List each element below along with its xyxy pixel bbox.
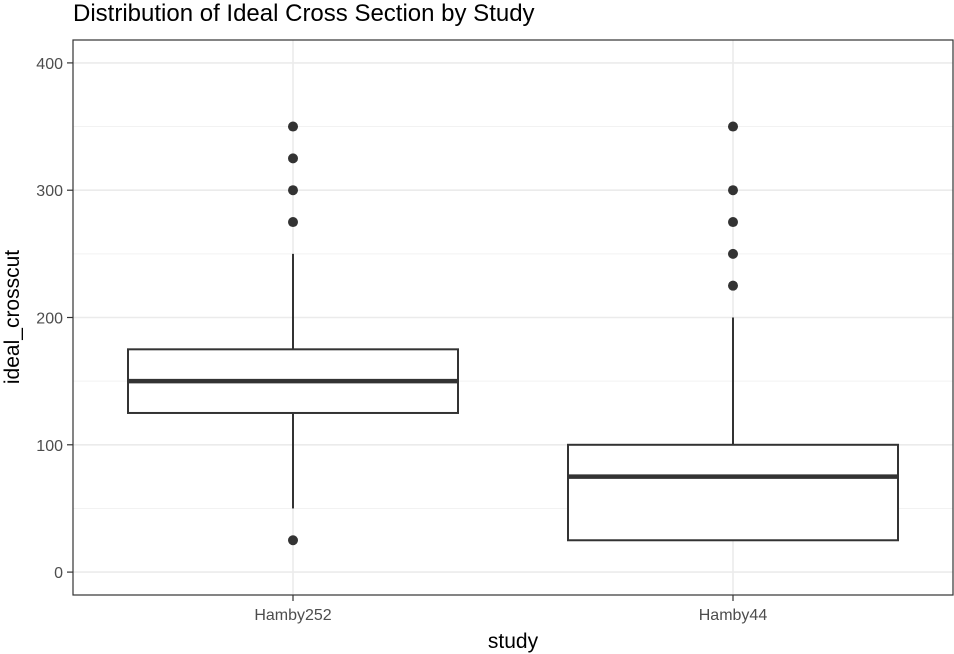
box-hamby252 [127, 121, 459, 546]
x-axis-title: study [488, 630, 539, 653]
outlier-point [288, 217, 298, 228]
outlier-point [728, 185, 738, 196]
y-tick-label: 300 [36, 183, 63, 200]
y-tick-label: 200 [36, 311, 63, 328]
y-tick-label: 100 [36, 438, 63, 455]
chart-title: Distribution of Ideal Cross Section by S… [73, 0, 535, 27]
outlier-point [728, 217, 738, 228]
outlier-point [728, 248, 738, 259]
outlier-point [728, 280, 738, 291]
box-body [567, 443, 899, 542]
boxes [127, 121, 899, 546]
y-tick-label: 400 [36, 56, 63, 73]
y-axis: 0 100 200 300 400 [36, 56, 73, 582]
outlier-point [288, 535, 298, 546]
box-hamby44 [567, 121, 899, 542]
y-tick-label: 0 [54, 565, 63, 582]
x-axis: Hamby252 Hamby44 [254, 595, 767, 624]
x-tick-label: Hamby252 [254, 607, 331, 624]
outlier-point [728, 121, 738, 132]
outlier-point [288, 153, 298, 164]
outlier-point [288, 121, 298, 132]
x-tick-label: Hamby44 [699, 607, 768, 624]
outlier-point [288, 185, 298, 196]
y-axis-title: ideal_crosscut [1, 250, 24, 384]
